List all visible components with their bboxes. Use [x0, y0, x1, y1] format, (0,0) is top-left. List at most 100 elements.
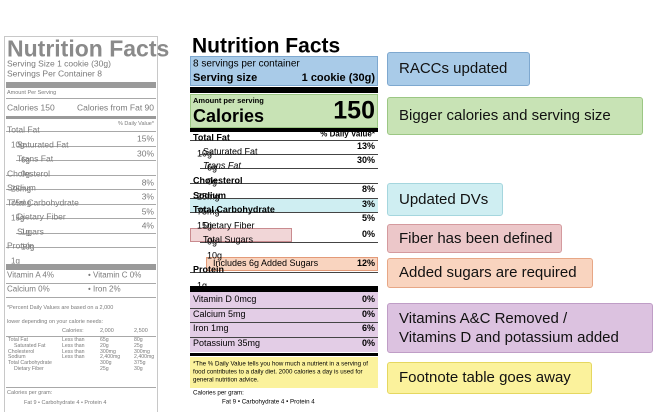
rule — [6, 98, 156, 99]
rule — [6, 174, 156, 176]
new-vitamin: Potassium 35mg — [193, 337, 261, 348]
new-per-gram: Calories per gram: — [193, 389, 244, 397]
old-vitamin: • Vitamin C 0% — [88, 270, 142, 280]
nutrient-amount: 10g — [21, 242, 35, 252]
new-vitamin-dv: 0% — [361, 308, 375, 319]
old-table-cell: 25g — [134, 342, 143, 349]
old-table-cell: Total Carbohydrate — [8, 360, 52, 367]
old-dv-header: % Daily Value* — [118, 120, 154, 127]
new-servings: 8 servings per container — [193, 58, 300, 70]
old-table-cell: 2,400mg — [100, 354, 121, 361]
nutrient-name: Cholesterol — [193, 175, 243, 186]
new-dv: 12% — [356, 258, 375, 269]
new-serving-size-label: Serving size — [193, 71, 258, 84]
fiber-highlight — [190, 228, 292, 242]
new-row: Trans Fat 0g — [203, 160, 241, 188]
nutrient-amount: 25mg — [197, 191, 220, 202]
rule — [190, 183, 378, 184]
old-table-cell: Less than — [62, 348, 85, 355]
rule — [200, 242, 378, 243]
rule — [16, 145, 156, 147]
old-dv: 3% — [141, 191, 154, 202]
nutrient-amount: 6g — [207, 162, 217, 172]
old-table-cell: Less than — [62, 354, 85, 361]
new-vitamin: Calcium 5mg — [193, 308, 246, 319]
nutrient-amount: 0g — [207, 236, 217, 246]
new-calories-label: Calories — [193, 106, 265, 127]
rule — [6, 82, 156, 88]
old-amount-label: Amount Per Serving — [7, 89, 57, 96]
new-row: Total Sugars 10g — [203, 234, 254, 262]
nutrient-name: Total Sugars — [203, 234, 254, 245]
rule — [6, 189, 156, 190]
nutrient-amount: 1g — [21, 228, 30, 237]
old-table-cell: Sodium — [8, 354, 26, 361]
nutrient-amount: 0g — [21, 170, 30, 179]
old-table-cell: 300mg — [100, 348, 116, 355]
callout-text: Fiber has been defined — [399, 229, 553, 247]
callout: Vitamins A&C Removed / Vitamins D and pot… — [387, 303, 653, 353]
old-dv: 30% — [136, 147, 154, 158]
nutrient-name: Saturated Fat — [17, 139, 69, 150]
old-row: Protein 1g — [7, 240, 34, 269]
new-dv-header: % Daily Value* — [320, 129, 375, 139]
old-calories: Calories 150 — [7, 102, 55, 113]
new-vitamin-dv: 0% — [361, 294, 375, 305]
new-dv: 5% — [361, 213, 375, 224]
footnote-highlight — [190, 357, 378, 388]
rule — [6, 336, 156, 337]
new-dv: 8% — [361, 184, 375, 195]
old-dv: 15% — [136, 133, 154, 144]
callout: RACCs updated — [387, 52, 530, 86]
rule — [6, 264, 156, 270]
new-row: Includes 6g Added Sugars — [213, 258, 318, 269]
nutrient-amount: 1g — [11, 256, 20, 266]
nutrient-name: Dietary Fiber — [17, 211, 66, 222]
rule — [190, 322, 378, 323]
nutrient-amount: 10g — [207, 250, 223, 261]
nutrient-amount: 10g — [197, 148, 212, 158]
nutrient-name: Total Carbohydrate — [193, 204, 275, 215]
old-vitamin: Vitamin A 4% — [7, 270, 54, 280]
old-calories-fat: Calories from Fat 90 — [77, 102, 154, 113]
nutrient-name: Total Carbohydrate — [7, 197, 79, 208]
old-table-cell: Total Fat — [8, 337, 28, 344]
callout-text: Updated DVs — [399, 190, 489, 208]
callout: Fiber has been defined — [387, 224, 562, 253]
old-table-cell: 20g — [100, 342, 109, 349]
old-table-cell: Dietary Fiber — [14, 366, 44, 373]
rule — [190, 128, 378, 132]
nutrient-name: Total Fat — [7, 124, 40, 135]
old-serving-size: Serving Size 1 cookie (30g) — [7, 58, 111, 69]
new-vitamin-dv: 6% — [361, 323, 375, 334]
rule — [6, 131, 156, 132]
nutrient-name: Sugars — [17, 226, 44, 237]
nutrient-amount: 15g — [197, 220, 213, 231]
old-per-gram-values: Fat 9 • Carbohydrate 4 • Protein 4 — [24, 399, 107, 406]
callout-text: Added sugars are required — [399, 264, 577, 282]
new-dv: 3% — [361, 199, 375, 210]
new-amount-label: Amount per serving — [193, 95, 264, 105]
rule — [6, 203, 156, 205]
rule — [16, 232, 156, 234]
old-dv: 5% — [141, 205, 154, 216]
callout-text: Footnote table goes away — [399, 369, 571, 387]
callout-text: Vitamins D and potassium added — [399, 329, 619, 346]
old-vitamin: • Iron 2% — [88, 284, 121, 294]
old-table-cell: Cholesterol — [8, 348, 35, 355]
rule — [190, 353, 378, 356]
nutrient-name: Trans Fat — [17, 153, 54, 164]
nutrient-amount: 0g — [207, 176, 218, 187]
old-row: Saturated Fat 6g — [17, 139, 69, 167]
rule — [190, 140, 378, 141]
new-per-gram-values: Fat 9 • Carbohydrate 4 • Protein 4 — [222, 398, 315, 406]
serving-highlight — [190, 56, 378, 86]
old-table-header: Calories: — [62, 327, 84, 334]
callout-text: Bigger calories and serving size — [399, 107, 611, 125]
new-row: Saturated Fat 6g — [203, 146, 258, 174]
nutrient-name: Protein — [7, 240, 34, 251]
nutrient-name: Total Fat — [193, 132, 230, 143]
callout: Footnote table goes away — [387, 362, 592, 394]
old-row: Sugars 10g — [17, 226, 44, 254]
